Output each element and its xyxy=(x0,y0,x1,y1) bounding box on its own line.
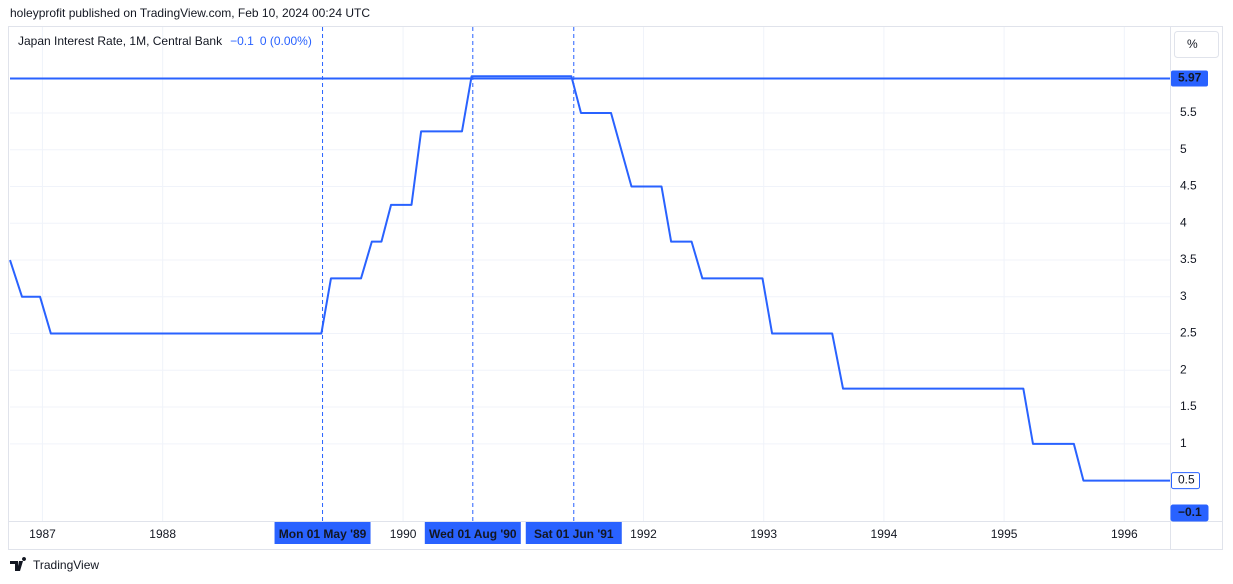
price-label-box xyxy=(1171,70,1208,87)
crosshair-label: Wed 01 Aug '90 xyxy=(429,527,517,541)
y-tick-label: 5 xyxy=(1180,142,1187,156)
price-label: 5.97 xyxy=(1178,71,1202,85)
price-label: 0.5 xyxy=(1178,473,1195,487)
x-tick-label: 1993 xyxy=(750,527,777,541)
plot xyxy=(9,27,1170,521)
y-tick-label: 4.5 xyxy=(1180,179,1197,193)
header-value: −0.1 xyxy=(230,34,254,48)
header-change: 0 (0.00%) xyxy=(260,34,312,48)
y-tick-label: 1.5 xyxy=(1180,399,1197,413)
chart-frame xyxy=(8,26,1223,550)
y-tick-label: 2 xyxy=(1180,362,1187,376)
legend: Japan Interest Rate, 1M, Central Bank −0.… xyxy=(18,34,312,48)
crosshair-label-box xyxy=(424,522,521,544)
x-tick-label: 1994 xyxy=(871,527,898,541)
crosshair-label-box xyxy=(274,522,371,544)
series-title: Japan Interest Rate, 1M, Central Bank xyxy=(18,34,223,48)
price-label: −0.1 xyxy=(1178,505,1202,519)
price-label-box xyxy=(1171,472,1200,490)
crosshair-label: Sat 01 Jun '91 xyxy=(534,527,614,541)
x-tick-label: 1995 xyxy=(991,527,1018,541)
unit-button[interactable] xyxy=(1174,31,1219,58)
y-tick-label: 3.5 xyxy=(1180,252,1197,266)
x-tick-label: 1988 xyxy=(149,527,176,541)
x-tick-label: 1990 xyxy=(390,527,417,541)
y-tick-label: 4 xyxy=(1180,215,1187,229)
y-tick-label: 2.5 xyxy=(1180,326,1197,340)
price-label-box xyxy=(1170,504,1209,522)
series-line xyxy=(9,75,1170,482)
caption: holeyprofit published on TradingView.com… xyxy=(10,6,370,20)
unit-button-label: % xyxy=(1187,37,1198,51)
x-tick-label: 1987 xyxy=(29,527,56,541)
footer-logo xyxy=(10,557,27,571)
x-tick-label: 1996 xyxy=(1111,527,1138,541)
footer: TradingView xyxy=(33,558,99,572)
crosshair-label: Mon 01 May '89 xyxy=(279,527,367,541)
y-tick-label: 5.5 xyxy=(1180,105,1197,119)
y-tick-label: 3 xyxy=(1180,289,1187,303)
y-tick-label: 1 xyxy=(1180,436,1187,450)
x-tick-label: 1992 xyxy=(630,527,657,541)
crosshair-label-box xyxy=(525,522,622,544)
